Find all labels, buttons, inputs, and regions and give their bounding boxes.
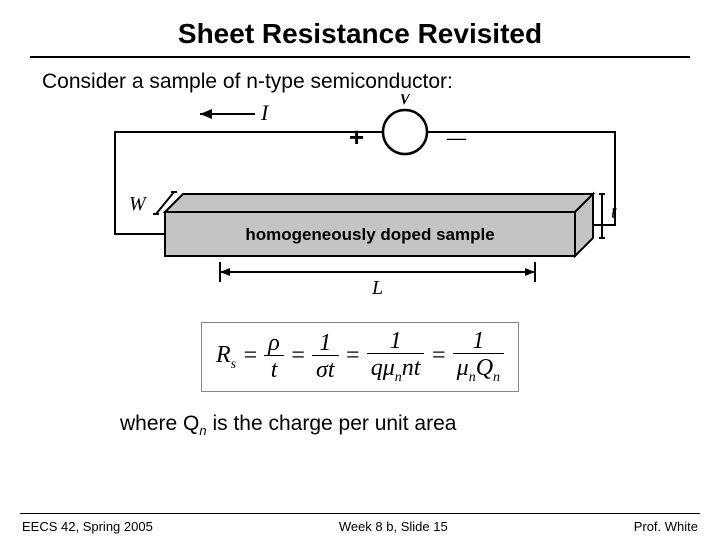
footer-rule (20, 513, 700, 514)
footer: EECS 42, Spring 2005 Week 8 b, Slide 15 … (0, 519, 720, 534)
eq-Rs: Rs (216, 342, 236, 368)
footer-center: Week 8 b, Slide 15 (339, 519, 448, 534)
svg-text:+: + (349, 122, 364, 152)
footer-left: EECS 42, Spring 2005 (22, 519, 153, 534)
svg-text:V: V (398, 94, 414, 109)
footer-right: Prof. White (634, 519, 698, 534)
eq-frac3: 1qμnnt (367, 329, 425, 385)
equation-box: Rs = ρt = 1σt = 1qμnnt = 1μnQn (201, 322, 519, 392)
svg-text:_: _ (446, 106, 467, 144)
slide-title: Sheet Resistance Revisited (0, 0, 720, 56)
title-underline (30, 56, 690, 58)
svg-text:I: I (260, 100, 270, 125)
eq-frac1: ρt (264, 331, 284, 382)
eq-frac2: 1σt (312, 331, 339, 382)
circuit-diagram: + _ V I W t homogeneously doped sample L (0, 94, 720, 304)
diagram-svg: + _ V I W t homogeneously doped sample L (0, 94, 720, 304)
eq-frac4: 1μnQn (453, 329, 504, 385)
intro-text: Consider a sample of n-type semiconducto… (0, 68, 720, 94)
equation-row: Rs = ρt = 1σt = 1qμnnt = 1μnQn (0, 322, 720, 392)
where-text: where Qn is the charge per unit area (0, 412, 720, 438)
svg-text:L: L (371, 277, 383, 299)
svg-text:homogeneously doped sample: homogeneously doped sample (245, 225, 494, 244)
svg-text:W: W (129, 193, 148, 215)
svg-text:t: t (611, 201, 617, 223)
